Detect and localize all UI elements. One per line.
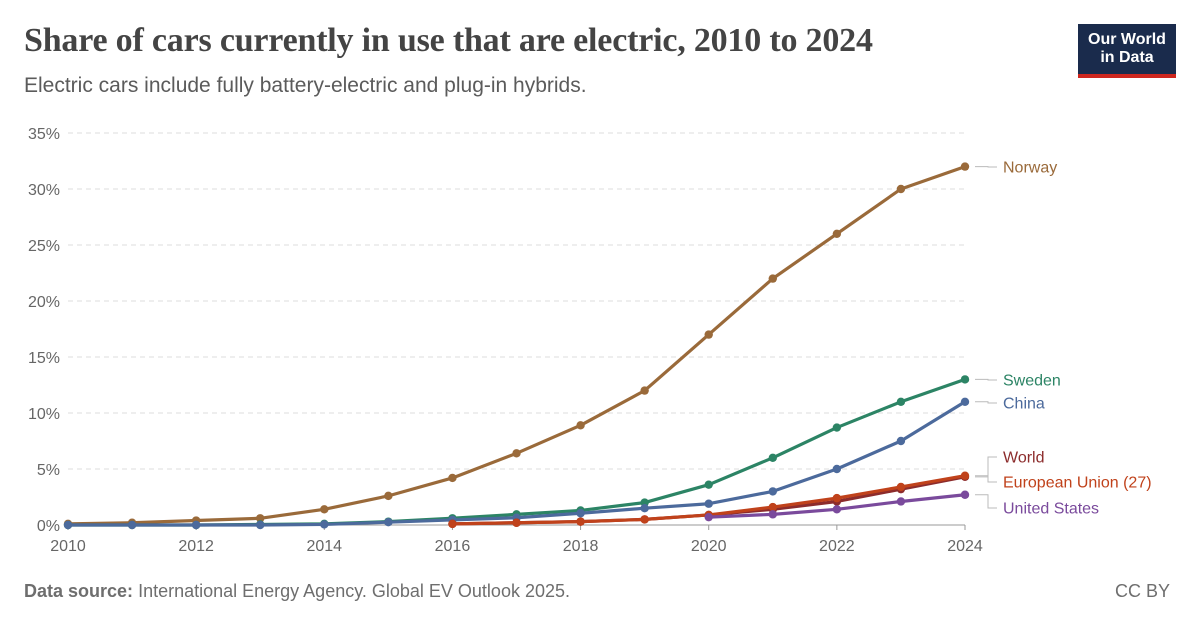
data-point-united-states[interactable] — [896, 497, 906, 506]
y-tick-label: 30% — [28, 182, 60, 199]
data-point-norway[interactable] — [960, 162, 970, 171]
series-label-world[interactable]: World — [1003, 450, 1045, 467]
label-connector-european-union-27 — [975, 475, 997, 483]
data-point-norway[interactable] — [704, 330, 713, 339]
data-point-norway[interactable] — [448, 473, 457, 483]
label-connector-china — [975, 401, 997, 404]
y-tick-label: 5% — [37, 462, 60, 479]
owid-logo[interactable]: Our World in Data — [1078, 24, 1176, 78]
label-connector-united-states — [975, 494, 997, 509]
data-point-norway[interactable] — [384, 491, 393, 501]
data-point-united-states[interactable] — [960, 490, 970, 499]
data-point-sweden[interactable] — [896, 397, 906, 406]
x-tick-label: 2020 — [691, 538, 727, 555]
data-point-china[interactable] — [127, 520, 137, 530]
x-tick-label: 2010 — [50, 538, 86, 555]
logo-line-1: Our World — [1088, 31, 1166, 48]
x-tick-label: 2012 — [178, 538, 214, 555]
data-point-united-states[interactable] — [704, 512, 713, 522]
data-point-china[interactable] — [576, 509, 585, 518]
data-point-norway[interactable] — [640, 386, 649, 395]
data-point-united-states[interactable] — [768, 510, 777, 519]
data-point-china[interactable] — [704, 499, 713, 508]
data-point-sweden[interactable] — [832, 423, 842, 432]
data-point-sweden[interactable] — [768, 453, 777, 462]
data-point-norway[interactable] — [256, 514, 265, 523]
data-source-text[interactable]: International Energy Agency. Global EV O… — [138, 581, 571, 601]
y-tick-label: 10% — [28, 406, 60, 423]
data-point-sweden[interactable] — [960, 375, 970, 384]
y-tick-label: 35% — [28, 126, 60, 143]
data-point-norway[interactable] — [832, 229, 842, 238]
data-point-china[interactable] — [896, 436, 906, 446]
data-point-china[interactable] — [256, 520, 265, 530]
logo-line-2: in Data — [1100, 49, 1154, 66]
series-line-china[interactable] — [66, 400, 967, 527]
series-label-united-states[interactable]: United States — [1003, 501, 1099, 518]
data-point-china[interactable] — [320, 520, 329, 529]
data-point-china[interactable] — [960, 397, 970, 406]
data-point-european-union-27[interactable] — [640, 515, 649, 524]
label-connector-world — [975, 456, 997, 478]
data-point-norway[interactable] — [896, 184, 906, 194]
y-tick-label: 20% — [28, 294, 60, 311]
data-point-china[interactable] — [832, 464, 842, 474]
x-tick-label: 2024 — [947, 538, 983, 555]
y-tick-label: 0% — [37, 518, 60, 535]
series-label-european-union-27[interactable]: European Union (27) — [1003, 475, 1152, 492]
x-tick-label: 2022 — [819, 538, 855, 555]
series-label-china[interactable]: China — [1003, 396, 1045, 413]
data-point-european-union-27[interactable] — [960, 471, 970, 480]
data-point-sweden[interactable] — [704, 480, 713, 489]
data-point-norway[interactable] — [512, 449, 521, 458]
x-tick-label: 2014 — [306, 538, 342, 555]
data-point-china[interactable] — [640, 504, 649, 513]
label-connector-sweden — [975, 378, 997, 381]
data-point-european-union-27[interactable] — [832, 493, 842, 503]
data-point-china[interactable] — [384, 518, 393, 527]
y-tick-label: 15% — [28, 350, 60, 367]
data-point-china[interactable] — [63, 520, 73, 530]
data-point-norway[interactable] — [320, 505, 329, 514]
data-point-european-union-27[interactable] — [896, 482, 906, 492]
data-point-norway[interactable] — [768, 274, 777, 283]
y-tick-label: 25% — [28, 238, 60, 255]
series-label-sweden[interactable]: Sweden — [1003, 373, 1061, 390]
data-point-european-union-27[interactable] — [768, 502, 777, 512]
data-point-european-union-27[interactable] — [448, 519, 457, 529]
data-point-united-states[interactable] — [832, 505, 842, 514]
data-point-china[interactable] — [191, 520, 201, 530]
data-source: Data source: International Energy Agency… — [24, 581, 570, 602]
license-link[interactable]: CC BY — [1114, 581, 1170, 601]
series-label-norway[interactable]: Norway — [1003, 160, 1057, 177]
chart-title: Share of cars currently in use that are … — [24, 22, 873, 59]
data-source-label: Data source: — [24, 581, 134, 601]
chart-subtitle: Electric cars include fully battery-elec… — [24, 74, 587, 97]
data-point-european-union-27[interactable] — [512, 518, 521, 527]
data-point-norway[interactable] — [576, 421, 585, 430]
data-point-china[interactable] — [768, 487, 777, 496]
data-point-european-union-27[interactable] — [576, 517, 585, 526]
x-tick-label: 2016 — [435, 538, 471, 555]
x-tick-label: 2018 — [563, 538, 599, 555]
